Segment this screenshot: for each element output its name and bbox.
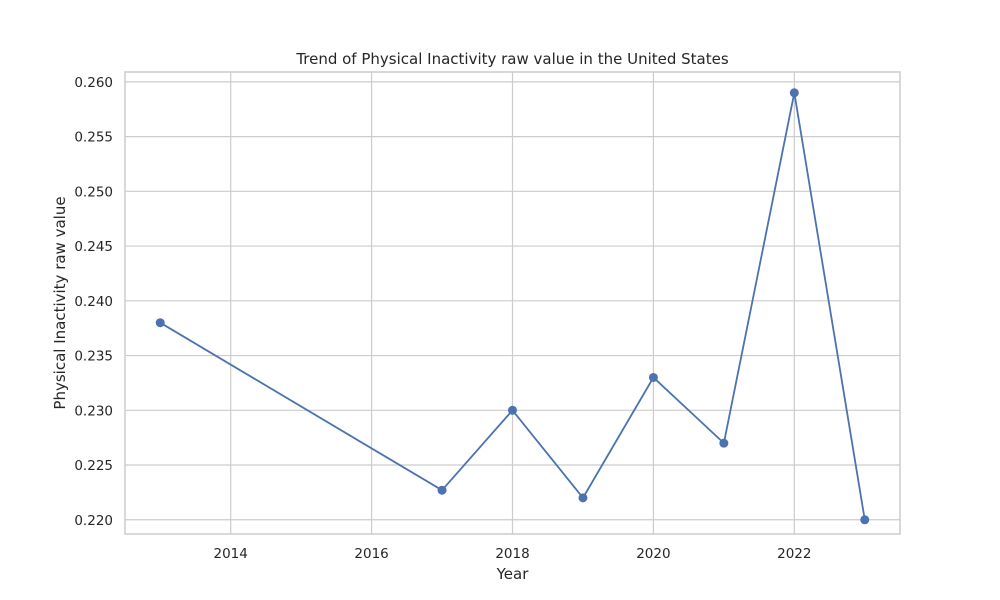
y-tick-label: 0.220 bbox=[74, 513, 113, 529]
y-axis-ticks: 0.220 0.225 0.230 0.235 0.240 0.245 0.250 0.255… bbox=[74, 75, 113, 529]
y-tick-label: 0.255 bbox=[74, 130, 113, 146]
y-tick-label: 0.245 bbox=[74, 239, 113, 255]
chart-title: Trend of Physical Inactivity raw value i… bbox=[295, 50, 729, 68]
data-point bbox=[648, 372, 658, 382]
y-tick-label: 0.230 bbox=[74, 403, 113, 419]
y-tick-label: 0.225 bbox=[74, 458, 113, 474]
data-point bbox=[719, 438, 729, 448]
y-axis-label: Physical Inactivity raw value bbox=[51, 196, 69, 409]
series-line bbox=[159, 91, 866, 520]
x-tick-label: 2014 bbox=[214, 546, 248, 562]
x-axis-ticks: 2014 2016 2018 2020 2022 bbox=[214, 546, 812, 562]
y-tick-label: 0.235 bbox=[74, 349, 113, 365]
data-point bbox=[860, 515, 870, 525]
x-tick-label: 2020 bbox=[636, 546, 670, 562]
plot-frame bbox=[124, 71, 901, 535]
y-tick-label: 0.250 bbox=[74, 184, 113, 200]
x-axis-label: Year bbox=[496, 565, 530, 583]
y-tick-label: 0.260 bbox=[74, 75, 113, 91]
y-tick-label: 0.240 bbox=[74, 294, 113, 310]
x-tick-label: 2022 bbox=[777, 546, 811, 562]
data-point bbox=[437, 485, 447, 495]
data-point bbox=[789, 88, 799, 98]
data-point bbox=[508, 405, 517, 415]
grid-lines bbox=[125, 72, 900, 534]
x-tick-label: 2016 bbox=[354, 546, 388, 562]
data-point bbox=[578, 493, 588, 503]
series-group bbox=[155, 88, 870, 525]
data-point bbox=[155, 318, 165, 328]
x-tick-label: 2018 bbox=[495, 546, 529, 562]
